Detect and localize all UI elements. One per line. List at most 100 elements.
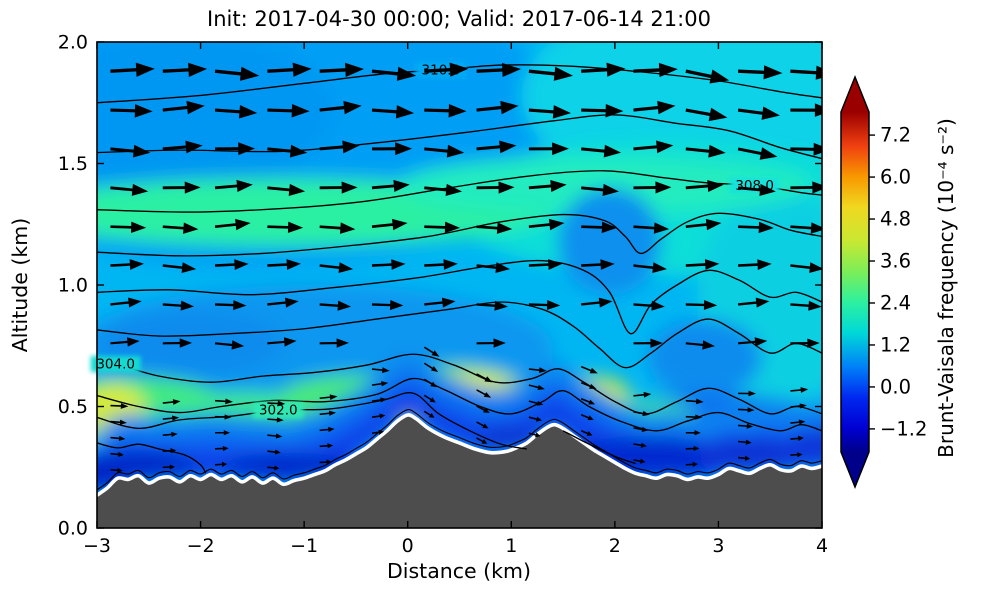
wind-arrow-shaft <box>372 304 393 305</box>
wind-arrow-shaft <box>110 227 134 228</box>
wind-arrow-shaft <box>738 458 746 459</box>
colorbar-tick-label: −1.2 <box>880 417 927 440</box>
wind-arrow-shaft <box>163 70 193 72</box>
colorbar-tick-label: 0.0 <box>880 375 911 398</box>
wind-arrow-shaft <box>372 110 401 112</box>
plot-title: Init: 2017-04-30 00:00; Valid: 2017-06-1… <box>207 7 711 31</box>
wind-arrow-shaft <box>790 422 800 423</box>
colorbar-tick-label: 7.2 <box>880 124 911 147</box>
colorbar-tick-label: 1.2 <box>880 333 911 356</box>
wind-arrow-shaft <box>686 304 707 305</box>
y-tick-label: 1.0 <box>58 275 88 297</box>
wind-arrow-shaft <box>686 401 698 402</box>
wind-arrow-head <box>816 66 835 80</box>
wind-arrow-shaft <box>634 70 664 71</box>
wind-arrow-shaft <box>110 110 139 111</box>
colorbar-tick-label: 4.8 <box>880 208 911 231</box>
x-tick-label: −2 <box>187 535 215 557</box>
colorbar-tick-label: 2.4 <box>880 291 911 314</box>
x-tick-label: 3 <box>712 535 724 557</box>
wind-arrow-head <box>815 103 833 117</box>
wind-arrow-shaft <box>110 264 133 265</box>
wind-arrow-shaft <box>581 69 611 71</box>
y-axis-label: Altitude (km) <box>8 218 32 352</box>
wind-arrow-shaft <box>581 227 605 228</box>
wind-arrow-shaft <box>790 438 799 439</box>
wind-arrow-shaft <box>320 70 350 71</box>
colorbar: 7.2 6.0 4.8 3.6 2.4 1.2 0.0 −1.2 <box>841 77 927 487</box>
wind-arrow-shaft <box>477 70 507 71</box>
wind-arrow-shaft <box>738 409 749 410</box>
wind-arrow-shaft <box>477 227 501 229</box>
colorbar-bar <box>841 112 869 452</box>
y-tick-label: 0.5 <box>58 396 88 418</box>
wind-arrow-shaft <box>110 438 120 439</box>
wind-arrow-shaft <box>424 264 447 265</box>
y-tick-label: 2.0 <box>58 32 88 54</box>
field-blob <box>558 188 662 295</box>
wind-arrow-shaft <box>320 227 344 229</box>
wind-arrow-shaft <box>267 419 278 420</box>
wind-arrow-shaft <box>215 110 244 112</box>
wind-arrow-shaft <box>215 304 236 305</box>
wind-arrow-shaft <box>110 422 121 423</box>
wind-arrow-shaft <box>634 227 658 229</box>
wind-arrow-shaft <box>267 435 277 436</box>
wind-arrow-shaft <box>110 470 118 471</box>
valley-core <box>786 428 848 467</box>
colorbar-extend-bottom <box>841 452 869 487</box>
wind-arrow-shaft <box>267 110 296 111</box>
wind-arrow-shaft <box>163 304 184 305</box>
wind-arrow-shaft <box>581 264 604 265</box>
wind-arrow-shaft <box>477 304 498 305</box>
contour-label: 304.0 <box>96 356 135 372</box>
wind-arrow-shaft <box>372 264 395 265</box>
wind-arrow-shaft <box>267 69 297 71</box>
wind-arrow-shaft <box>529 264 552 265</box>
wind-arrow-shaft <box>267 451 276 452</box>
wind-arrow-shaft <box>110 70 140 72</box>
wind-arrow-shaft <box>163 418 174 419</box>
wind-arrow-shaft <box>738 227 762 228</box>
colorbar-label: Brunt-Vaisala frequency (10⁻⁴ s⁻²) <box>934 118 958 458</box>
wind-arrow-shaft <box>686 464 694 465</box>
wind-arrow-shaft <box>581 110 610 111</box>
x-tick-label: 0 <box>402 535 414 557</box>
wind-arrow-shaft <box>267 227 291 228</box>
wind-arrow-shaft <box>110 454 119 455</box>
wind-arrow-shaft <box>790 304 811 306</box>
wind-arrow-shaft <box>424 69 454 71</box>
wind-arrow-shaft <box>738 71 768 72</box>
wind-arrow-shaft <box>372 432 380 433</box>
field-blob <box>648 319 762 397</box>
colorbar-extend-top <box>841 77 869 112</box>
wind-arrow-shaft <box>529 304 550 305</box>
y-tick-label: 0.0 <box>58 518 88 540</box>
wind-arrow-shaft <box>163 434 173 435</box>
wind-arrow-shaft <box>424 227 448 228</box>
wind-arrow-shaft <box>215 401 227 402</box>
wind-arrow-shaft <box>424 110 453 111</box>
wind-arrow-shaft <box>110 406 122 407</box>
wind-arrow-shaft <box>163 451 172 452</box>
x-tick-label: 1 <box>505 535 517 557</box>
wind-arrow-shaft <box>163 227 187 229</box>
wind-arrow-shaft <box>738 441 747 442</box>
wind-arrow-shaft <box>320 429 330 430</box>
wind-arrow-shaft <box>738 264 761 265</box>
colorbar-tick-label: 6.0 <box>880 166 911 189</box>
y-tick-label: 1.5 <box>58 153 88 175</box>
x-axis-label: Distance (km) <box>387 559 531 583</box>
wind-arrow-shaft <box>215 464 223 465</box>
wind-arrow-shaft <box>267 467 275 468</box>
wind-arrow-shaft <box>267 264 290 265</box>
wind-arrow-shaft <box>634 304 655 306</box>
wind-arrow-shaft <box>686 264 709 265</box>
wind-arrow-shaft <box>790 71 820 73</box>
wind-arrow-shaft <box>320 446 329 447</box>
colorbar-tick-label: 3.6 <box>880 250 911 273</box>
x-tick-label: 4 <box>816 535 828 557</box>
x-tick-label: 2 <box>609 535 621 557</box>
wind-arrow-shaft <box>738 425 748 426</box>
